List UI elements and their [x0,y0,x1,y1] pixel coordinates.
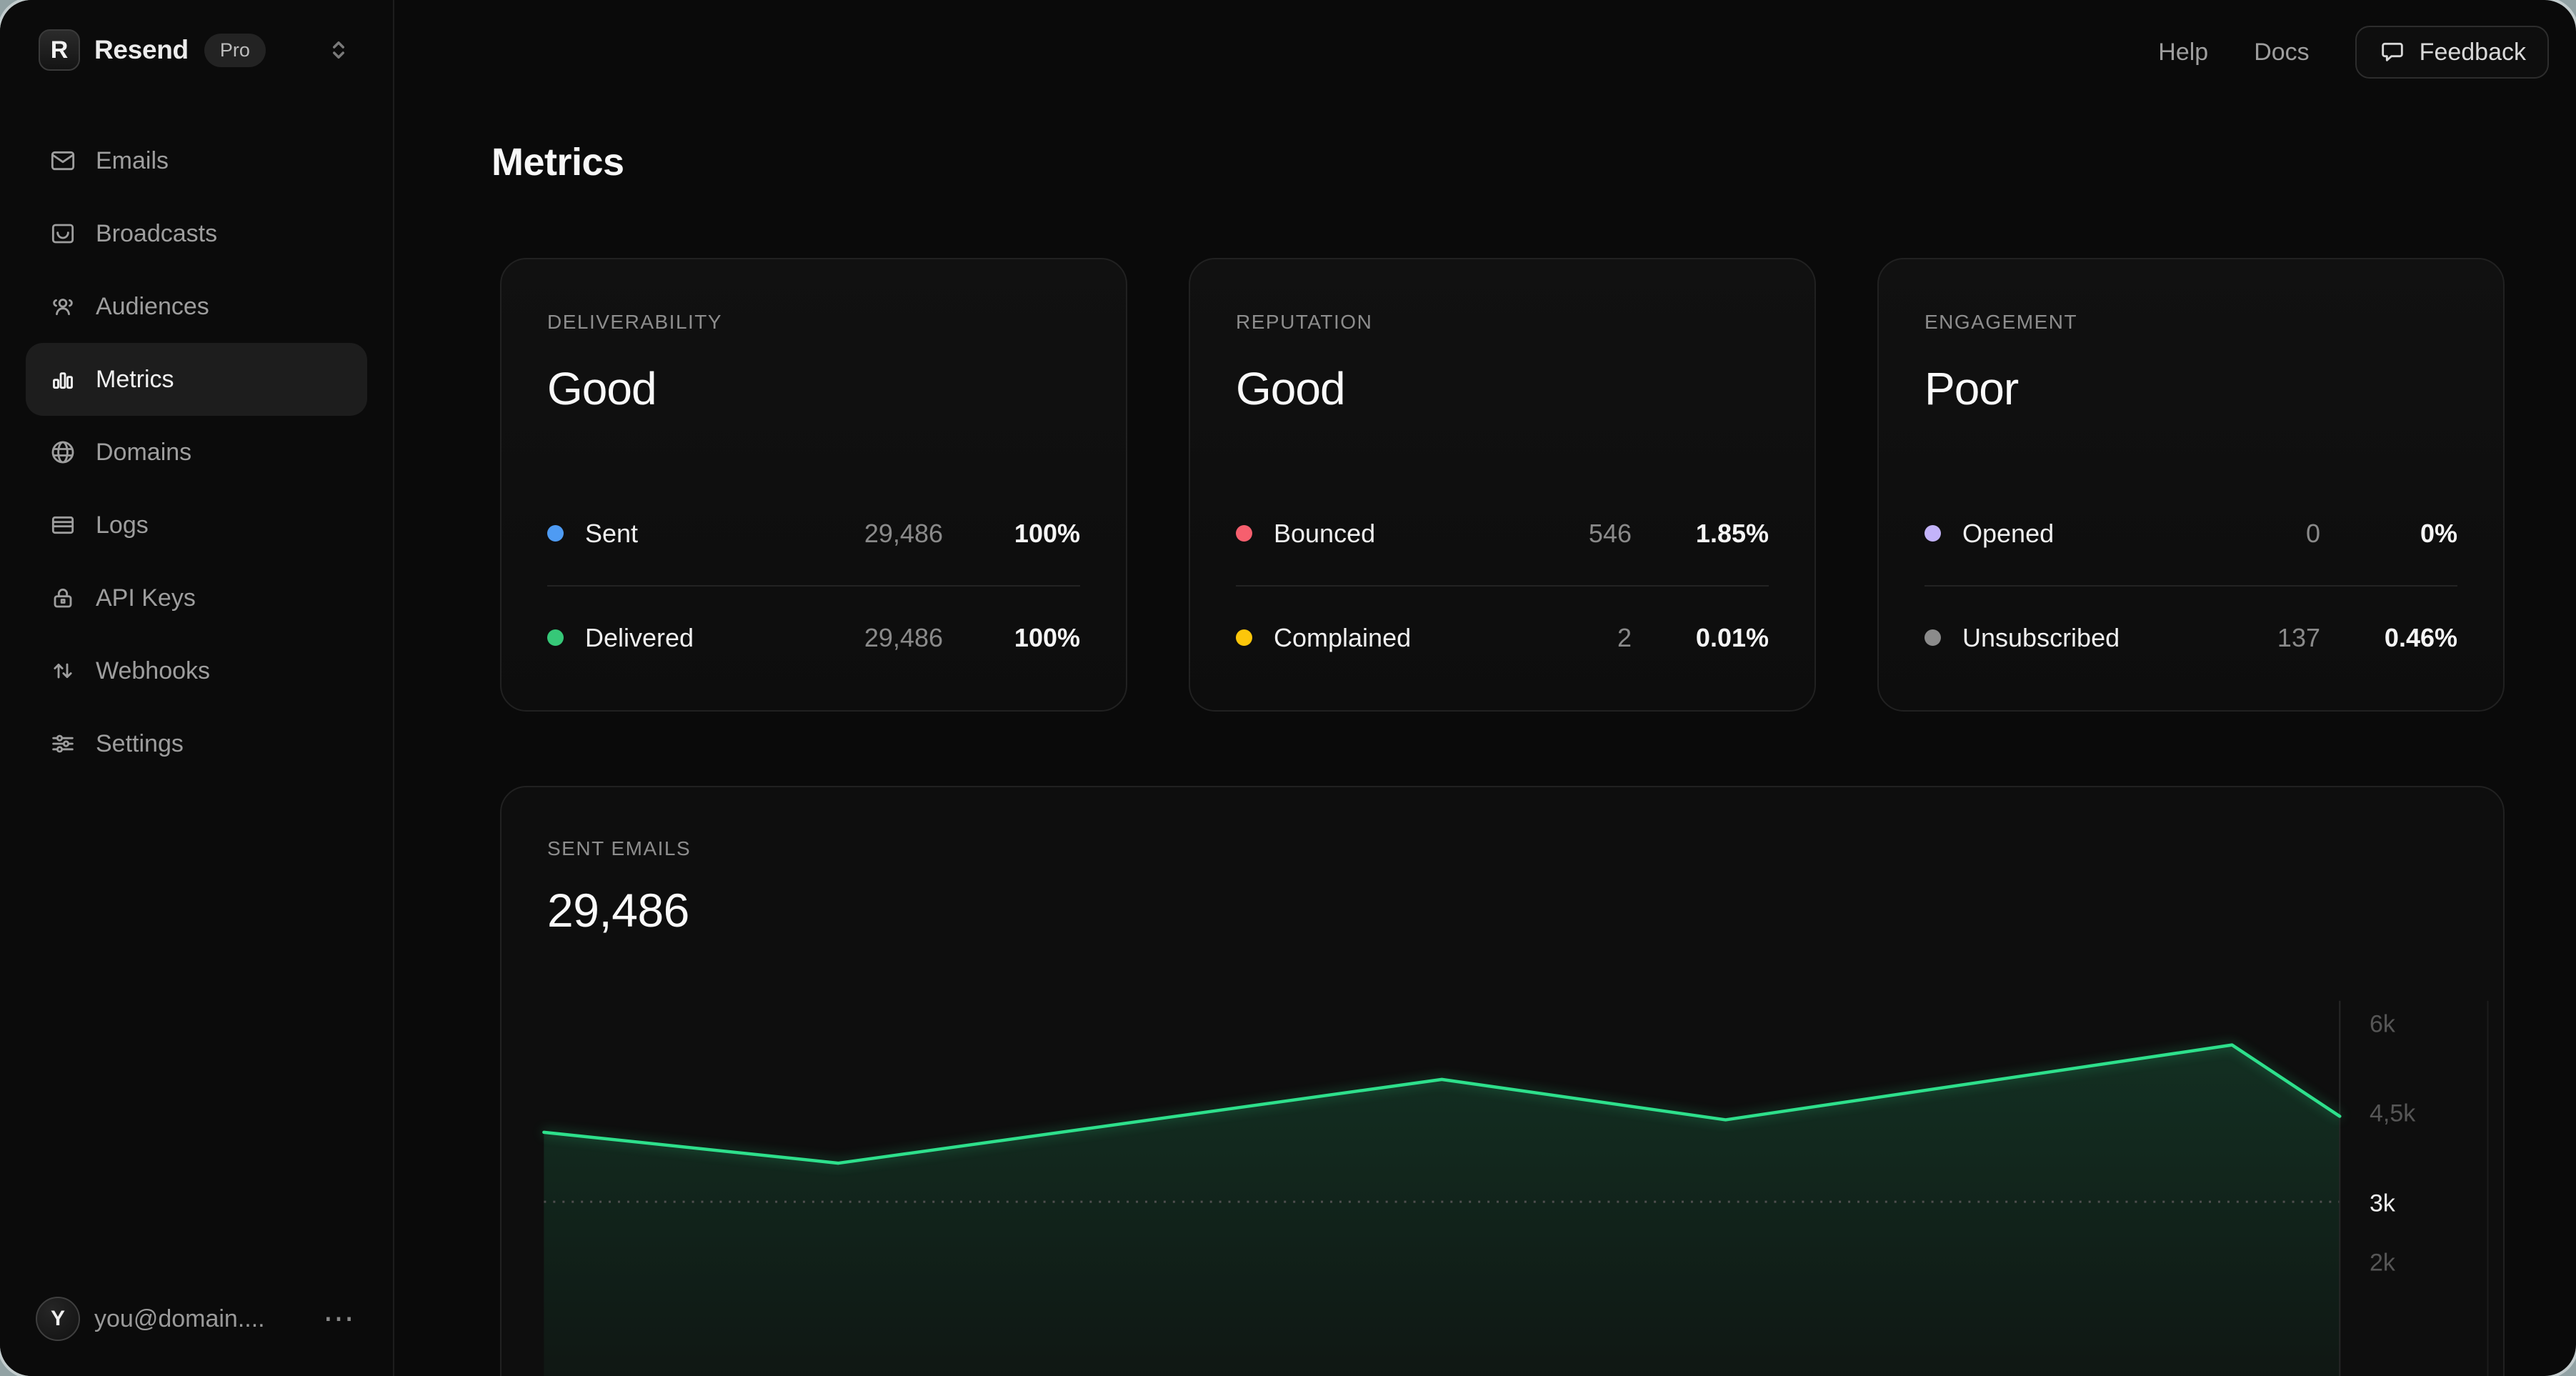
status-dot-icon [547,525,564,542]
metric-row-delivered: Delivered 29,486 100% [547,585,1080,689]
metric-row-label: Complained [1274,622,1412,652]
sidebar-item-settings[interactable]: Settings [26,707,367,780]
metric-row-label: Bounced [1274,518,1376,548]
sidebar-item-label: Logs [96,511,149,539]
y-tick-2k: 2k [2370,1249,2395,1277]
user-menu[interactable]: Y you@domain.... ⋯ [0,1283,393,1355]
sidebar-item-label: Settings [96,729,184,757]
chart-card-category: SENT EMAILS [547,837,692,859]
webhooks-icon [49,657,77,685]
sidebar-item-label: Domains [96,438,192,466]
sidebar-item-label: Metrics [96,365,174,393]
metric-row-value: 0 [2305,518,2320,548]
feedback-icon [2381,42,2403,61]
feedback-button[interactable]: Feedback [2355,26,2549,79]
globe-icon [49,438,77,467]
sent-emails-total: 29,486 [547,884,689,937]
metric-card-reputation: REPUTATION Good Bounced 546 1.85% Compla… [1189,258,1816,712]
logs-icon [49,511,77,539]
status-dot-icon [1236,525,1252,542]
resend-logo: R [39,29,80,71]
metric-row-percent: 100% [1014,622,1080,652]
metric-row-value: 546 [1588,518,1632,548]
summary-cards: DELIVERABILITY Good Sent 29,486 100% Del… [500,258,2505,712]
metric-card-deliverability: DELIVERABILITY Good Sent 29,486 100% Del… [500,258,1127,712]
metric-card-rows: Opened 0 0% Unsubscribed 137 0.46% [1924,482,2457,689]
metric-row-label: Unsubscribed [1962,622,2120,652]
sidebar-item-label: API Keys [96,584,196,612]
workspace-switcher[interactable]: R Resend Pro [0,0,393,100]
metric-row-label: Sent [585,518,639,548]
status-dot-icon [1924,525,1941,542]
settings-icon [49,729,77,758]
metric-row-opened: Opened 0 0% [1924,482,2457,585]
metric-row-label: Delivered [585,622,694,652]
sidebar-item-metrics[interactable]: Metrics [26,343,367,416]
metric-card-category: DELIVERABILITY [547,311,723,333]
sidebar-item-logs[interactable]: Logs [26,489,367,562]
metric-card-rows: Bounced 546 1.85% Complained 2 0.01% [1236,482,1769,689]
docs-link[interactable]: Docs [2254,38,2310,66]
sidebar-item-api-keys[interactable]: API Keys [26,562,367,634]
metric-row-label: Opened [1962,518,2055,548]
chevron-updown-icon[interactable] [323,34,354,66]
metric-row-unsubscribed: Unsubscribed 137 0.46% [1924,585,2457,689]
metric-card-rows: Sent 29,486 100% Delivered 29,486 100% [547,482,1080,689]
sidebar-item-label: Broadcasts [96,219,218,247]
sidebar-item-webhooks[interactable]: Webhooks [26,634,367,707]
ellipsis-icon[interactable]: ⋯ [323,1301,357,1336]
metric-row-value: 2 [1617,622,1632,652]
status-dot-icon [547,629,564,646]
metric-card-status: Good [1236,363,1346,414]
broadcast-icon [49,219,77,248]
sidebar-nav: Emails Broadcasts Audiences Metrics Doma… [0,124,393,780]
sidebar-item-label: Webhooks [96,657,211,684]
y-tick-45k: 4,5k [2370,1100,2416,1127]
metric-row-percent: 100% [1014,518,1080,548]
sidebar-item-audiences[interactable]: Audiences [26,270,367,343]
plan-badge: Pro [204,33,266,67]
metrics-icon [49,365,77,394]
sidebar-item-label: Audiences [96,292,209,320]
sent-emails-card: SENT EMAILS 29,486 6k 4,5k 3k 2k [500,786,2505,1376]
metric-row-complained: Complained 2 0.01% [1236,585,1769,689]
metric-row-value: 29,486 [864,518,943,548]
sidebar-item-label: Emails [96,146,169,174]
metric-row-percent: 0.01% [1695,622,1769,652]
metric-row-percent: 0% [2420,518,2457,548]
status-dot-icon [1924,629,1941,646]
sidebar-item-broadcasts[interactable]: Broadcasts [26,197,367,270]
metric-row-value: 29,486 [864,622,943,652]
metric-row-bounced: Bounced 546 1.85% [1236,482,1769,585]
api-keys-icon [49,584,77,612]
brand-name: Resend [94,35,189,64]
sidebar-item-domains[interactable]: Domains [26,416,367,489]
metric-row-value: 137 [2277,622,2320,652]
metric-card-engagement: ENGAGEMENT Poor Opened 0 0% Unsubscribed… [1877,258,2505,712]
metric-row-sent: Sent 29,486 100% [547,482,1080,585]
audiences-icon [49,292,77,321]
mail-icon [49,146,77,175]
user-email: you@domain.... [94,1305,265,1332]
metric-card-status: Poor [1924,363,2019,414]
header-actions: Help Docs Feedback [2158,26,2549,79]
feedback-label: Feedback [2419,38,2526,66]
metric-card-category: ENGAGEMENT [1924,311,2078,333]
y-tick-3k: 3k [2370,1190,2395,1217]
metric-card-category: REPUTATION [1236,311,1373,333]
y-tick-6k: 6k [2370,1010,2395,1038]
sidebar: R Resend Pro Emails Broadcasts Audiences… [0,0,394,1376]
sidebar-item-emails[interactable]: Emails [26,124,367,197]
page-title: Metrics [491,141,624,184]
metric-row-percent: 0.46% [2384,622,2457,652]
metric-card-status: Good [547,363,657,414]
status-dot-icon [1236,629,1252,646]
help-link[interactable]: Help [2158,38,2209,66]
logo-letter: R [50,36,69,64]
avatar: Y [36,1297,80,1341]
metric-row-percent: 1.85% [1695,518,1769,548]
